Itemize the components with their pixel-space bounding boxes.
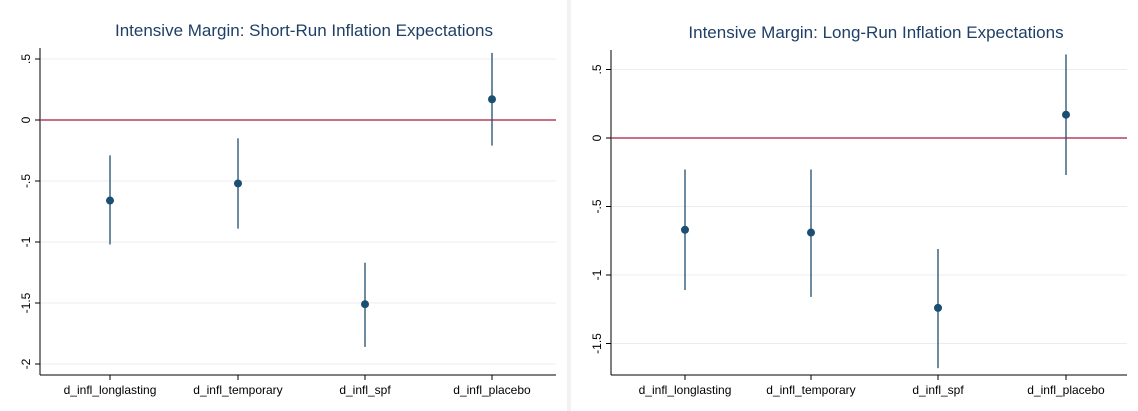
- x-tick-label: d_infl_temporary: [193, 383, 282, 397]
- x-tick-label: d_infl_longlasting: [639, 383, 732, 397]
- point-estimate: [934, 303, 942, 312]
- panel-divider: [567, 0, 571, 411]
- x-tick-label: d_infl_spf: [339, 383, 391, 397]
- chart-panel-short-run: Intensive Margin: Short-Run Inflation Ex…: [0, 0, 567, 411]
- point-estimate: [106, 196, 114, 205]
- point-estimate: [361, 300, 369, 309]
- y-tick-label: 0: [19, 116, 33, 123]
- point-estimate: [807, 228, 815, 237]
- y-tick-label: .5: [590, 64, 604, 74]
- y-tick-label: -.5: [590, 199, 604, 213]
- y-tick-label: -1.5: [590, 333, 604, 354]
- chart-title: Intensive Margin: Short-Run Inflation Ex…: [115, 21, 493, 40]
- x-tick-label: d_infl_placebo: [453, 383, 531, 397]
- chart-panel-long-run: Intensive Margin: Long-Run Inflation Exp…: [571, 0, 1138, 411]
- point-estimate: [234, 179, 242, 188]
- chart-long-run: Intensive Margin: Long-Run Inflation Exp…: [590, 23, 1127, 397]
- x-tick-label: d_infl_spf: [912, 383, 964, 397]
- x-tick-label: d_infl_placebo: [1027, 383, 1105, 397]
- y-tick-label: 0: [590, 134, 604, 141]
- y-tick-label: .5: [19, 54, 33, 64]
- y-tick-label: -1: [19, 236, 33, 247]
- chart-short-run: Intensive Margin: Short-Run Inflation Ex…: [19, 21, 556, 397]
- chart-title: Intensive Margin: Long-Run Inflation Exp…: [688, 23, 1063, 42]
- point-estimate: [681, 225, 689, 234]
- x-tick-label: d_infl_longlasting: [64, 383, 157, 397]
- y-tick-label: -1.5: [19, 292, 33, 313]
- point-estimate: [488, 95, 496, 104]
- y-tick-label: -1: [590, 269, 604, 280]
- y-tick-label: -.5: [19, 174, 33, 188]
- x-tick-label: d_infl_temporary: [766, 383, 855, 397]
- y-tick-label: -2: [19, 358, 33, 369]
- point-estimate: [1062, 110, 1070, 119]
